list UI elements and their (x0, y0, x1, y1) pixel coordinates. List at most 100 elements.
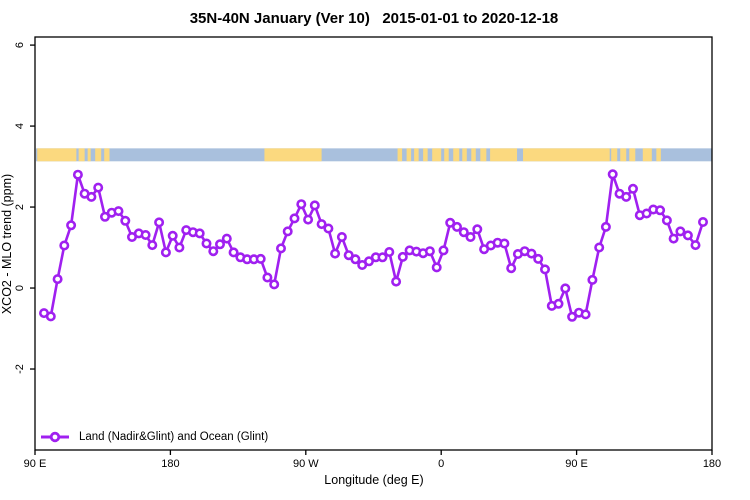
data-point (587, 274, 598, 285)
map-strip-land-segment (432, 148, 442, 162)
data-point (194, 228, 205, 239)
data-point (682, 230, 693, 241)
data-point (52, 274, 63, 285)
map-strip-land-segment (95, 148, 102, 162)
data-point (655, 205, 666, 216)
data-point (282, 226, 293, 237)
data-point (275, 243, 286, 254)
map-strip-land-segment (523, 148, 610, 162)
data-point (208, 246, 219, 257)
data-point (621, 191, 632, 202)
data-point (289, 213, 300, 224)
data-point (391, 276, 402, 287)
plot-border (34, 36, 713, 451)
map-strip-land-segment (264, 148, 322, 162)
data-point (697, 217, 708, 228)
data-point (309, 200, 320, 211)
data-point (539, 264, 550, 275)
map-strip-land-segment (397, 148, 403, 162)
map-strip-land-segment (490, 148, 518, 162)
data-point (140, 230, 151, 241)
data-point (221, 233, 232, 244)
data-point (397, 251, 408, 262)
data-point (424, 246, 435, 257)
map-strip-land-segment (453, 148, 460, 162)
x-tick-label: 180 (703, 458, 721, 470)
y-tick-label: -2 (14, 364, 26, 374)
data-point (560, 283, 571, 294)
map-strip-land-segment (620, 148, 627, 162)
data-point (553, 298, 564, 309)
x-tick-label: 90 E (565, 458, 588, 470)
x-tick-label: 180 (161, 458, 179, 470)
map-strip-land-segment (414, 148, 419, 162)
map-strip-land-segment (471, 148, 476, 162)
data-point (451, 221, 462, 232)
data-point (174, 242, 185, 253)
data-point (303, 214, 314, 225)
data-point (215, 239, 226, 250)
data-point (86, 191, 97, 202)
legend-label: Land (Nadir&Glint) and Ocean (Glint) (79, 431, 269, 443)
data-point (59, 240, 70, 251)
data-point (316, 219, 327, 230)
map-strip-land-segment (423, 148, 428, 162)
data-point (255, 253, 266, 264)
map-strip-land-segment (642, 148, 652, 162)
data-point (323, 223, 334, 234)
y-tick-label: 4 (14, 123, 26, 129)
data-point (567, 311, 578, 322)
x-tick-label: 90 W (293, 458, 319, 470)
data-point (675, 226, 686, 237)
map-strip-land-segment (78, 148, 85, 162)
data-point (627, 183, 638, 194)
data-point (330, 248, 341, 259)
data-point (458, 227, 469, 238)
data-point (526, 248, 537, 259)
map-strip-land-segment (462, 148, 467, 162)
data-point (465, 232, 476, 243)
data-point (154, 217, 165, 228)
data-point (296, 199, 307, 210)
data-point (100, 211, 111, 222)
data-point (499, 238, 510, 249)
y-tick-label: 0 (14, 285, 26, 291)
data-point (668, 233, 679, 244)
map-strip-land-segment (444, 148, 449, 162)
legend-marker-icon (41, 431, 69, 443)
data-point (690, 240, 701, 251)
data-point (472, 224, 483, 235)
data-point (93, 182, 104, 193)
data-point (72, 169, 83, 180)
data-point (661, 215, 672, 226)
data-point (167, 230, 178, 241)
data-line (42, 173, 705, 319)
data-point (594, 242, 605, 253)
legend: Land (Nadir&Glint) and Ocean (Glint) (40, 429, 268, 445)
data-point (201, 238, 212, 249)
map-strip-land-segment (37, 148, 77, 162)
data-point (580, 309, 591, 320)
y-axis-title: XCO2 - MLO trend (ppm) (0, 173, 14, 315)
data-point (600, 221, 611, 232)
data-point (363, 256, 374, 267)
data-point (506, 263, 517, 274)
data-point (147, 240, 158, 251)
data-point (445, 217, 456, 228)
x-axis-title: Longitude (deg E) (324, 473, 424, 487)
map-strip-land-segment (406, 148, 412, 162)
data-point (533, 253, 544, 264)
data-point (431, 262, 442, 273)
y-tick-label: 6 (14, 42, 26, 48)
map-strip-ocean (36, 148, 713, 162)
data-point (66, 220, 77, 231)
data-point (113, 206, 124, 217)
map-strip-land-segment (611, 148, 618, 162)
data-point (228, 247, 239, 258)
data-point (269, 279, 280, 290)
map-strip-land-segment (480, 148, 487, 162)
x-tick-label: 0 (438, 458, 444, 470)
map-strip-land-segment (629, 148, 636, 162)
